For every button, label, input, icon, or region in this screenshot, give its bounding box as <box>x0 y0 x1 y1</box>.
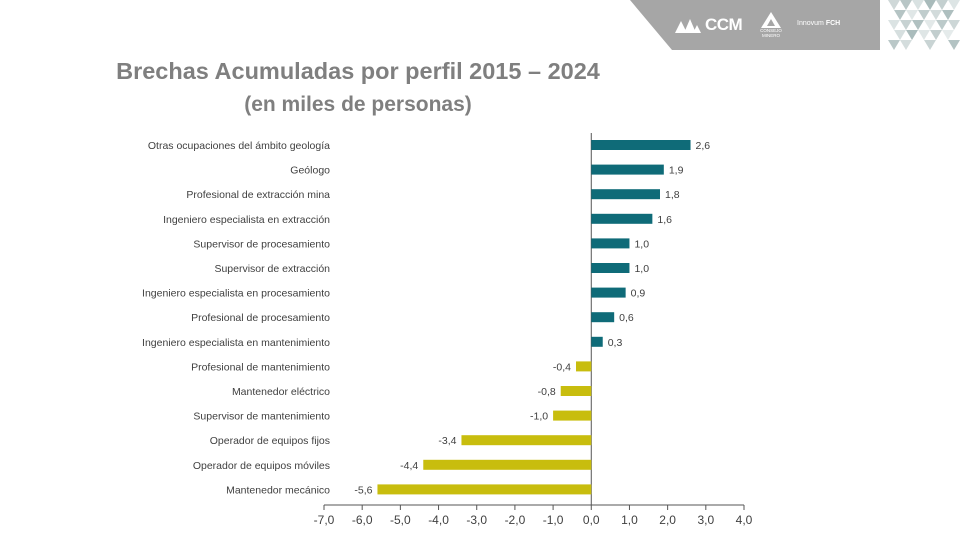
category-label: Profesional de extracción mina <box>186 189 330 201</box>
chart-title: Brechas Acumuladas por perfil 2015 – 202… <box>116 58 600 84</box>
bar <box>377 484 592 495</box>
ccm-logo: CCM <box>675 14 743 36</box>
data-label: 1,0 <box>634 263 649 275</box>
data-label: -1,0 <box>530 411 548 423</box>
bar <box>423 459 592 470</box>
category-label: Ingeniero especialista en mantenimiento <box>142 337 330 349</box>
bar <box>591 287 626 298</box>
data-label: 0,6 <box>619 312 634 324</box>
chart-subtitle: (en miles de personas) <box>244 93 472 116</box>
header-band <box>630 0 960 50</box>
x-tick-label: -7,0 <box>314 513 335 527</box>
bar <box>591 164 664 175</box>
consejo-minero-logo: CONSEJO MINERO <box>754 12 788 42</box>
innovum-fch-text: FCH <box>825 20 841 27</box>
x-tick-label: -6,0 <box>352 513 373 527</box>
bar <box>591 263 630 273</box>
x-tick-label: 4,0 <box>736 513 753 527</box>
category-label: Ingeniero especialista en procesamiento <box>142 288 330 300</box>
category-label: Mantenedor eléctrico <box>232 386 330 398</box>
data-label: 1,8 <box>665 189 680 201</box>
bar <box>591 238 630 249</box>
consejo-minero-triangle-icon <box>761 12 781 28</box>
data-label: -3,4 <box>438 435 456 447</box>
category-label: Otras ocupaciones del ámbito geología <box>148 140 330 152</box>
bar <box>560 386 592 396</box>
category-label: Geólogo <box>290 165 330 177</box>
x-tick-label: -2,0 <box>505 513 526 527</box>
data-label: -5,6 <box>354 484 372 496</box>
data-label: -0,4 <box>553 361 571 373</box>
data-label: 1,0 <box>634 238 649 250</box>
data-label: -4,4 <box>400 460 418 472</box>
innovum-logo: Innovum FCH <box>797 20 840 27</box>
category-label: Supervisor de procesamiento <box>193 238 330 250</box>
minero-label: MINERO <box>762 33 780 38</box>
bar <box>591 189 660 200</box>
innovum-text: Innovum <box>797 20 824 27</box>
data-label: 2,6 <box>696 140 711 152</box>
ccm-triangles-icon <box>675 19 701 33</box>
x-tick-label: -5,0 <box>390 513 411 527</box>
bar <box>553 410 592 421</box>
category-label: Operador de equipos móviles <box>193 460 330 472</box>
data-label: 0,3 <box>608 337 623 349</box>
category-label: Supervisor de mantenimiento <box>193 411 330 423</box>
x-tick-label: 3,0 <box>697 513 714 527</box>
category-label: Profesional de procesamiento <box>191 312 330 324</box>
data-label: 1,9 <box>669 165 684 177</box>
x-tick-label: 1,0 <box>621 513 638 527</box>
category-label: Profesional de mantenimiento <box>191 361 330 373</box>
ccm-logo-text: CCM <box>705 15 743 34</box>
data-label: 0,9 <box>631 288 646 300</box>
bar <box>461 435 592 446</box>
bar <box>591 312 615 323</box>
consejo-label: CONSEJO <box>760 28 782 33</box>
bar <box>591 336 603 347</box>
x-tick-label: -4,0 <box>428 513 449 527</box>
bar <box>591 213 653 224</box>
category-label: Supervisor de extracción <box>214 263 330 275</box>
bar <box>591 140 691 150</box>
x-tick-label: -3,0 <box>466 513 487 527</box>
geometric-pattern-icon <box>888 0 960 50</box>
header-band-shape <box>630 0 880 50</box>
x-tick-label: 0,0 <box>583 513 600 527</box>
category-label: Operador de equipos fijos <box>210 435 330 447</box>
data-label: 1,6 <box>657 214 672 226</box>
category-label: Ingeniero especialista en extracción <box>163 214 330 226</box>
bar <box>576 361 592 372</box>
category-label: Mantenedor mecánico <box>226 484 330 496</box>
data-label: -0,8 <box>538 386 556 398</box>
x-tick-label: 2,0 <box>659 513 676 527</box>
x-tick-label: -1,0 <box>543 513 564 527</box>
